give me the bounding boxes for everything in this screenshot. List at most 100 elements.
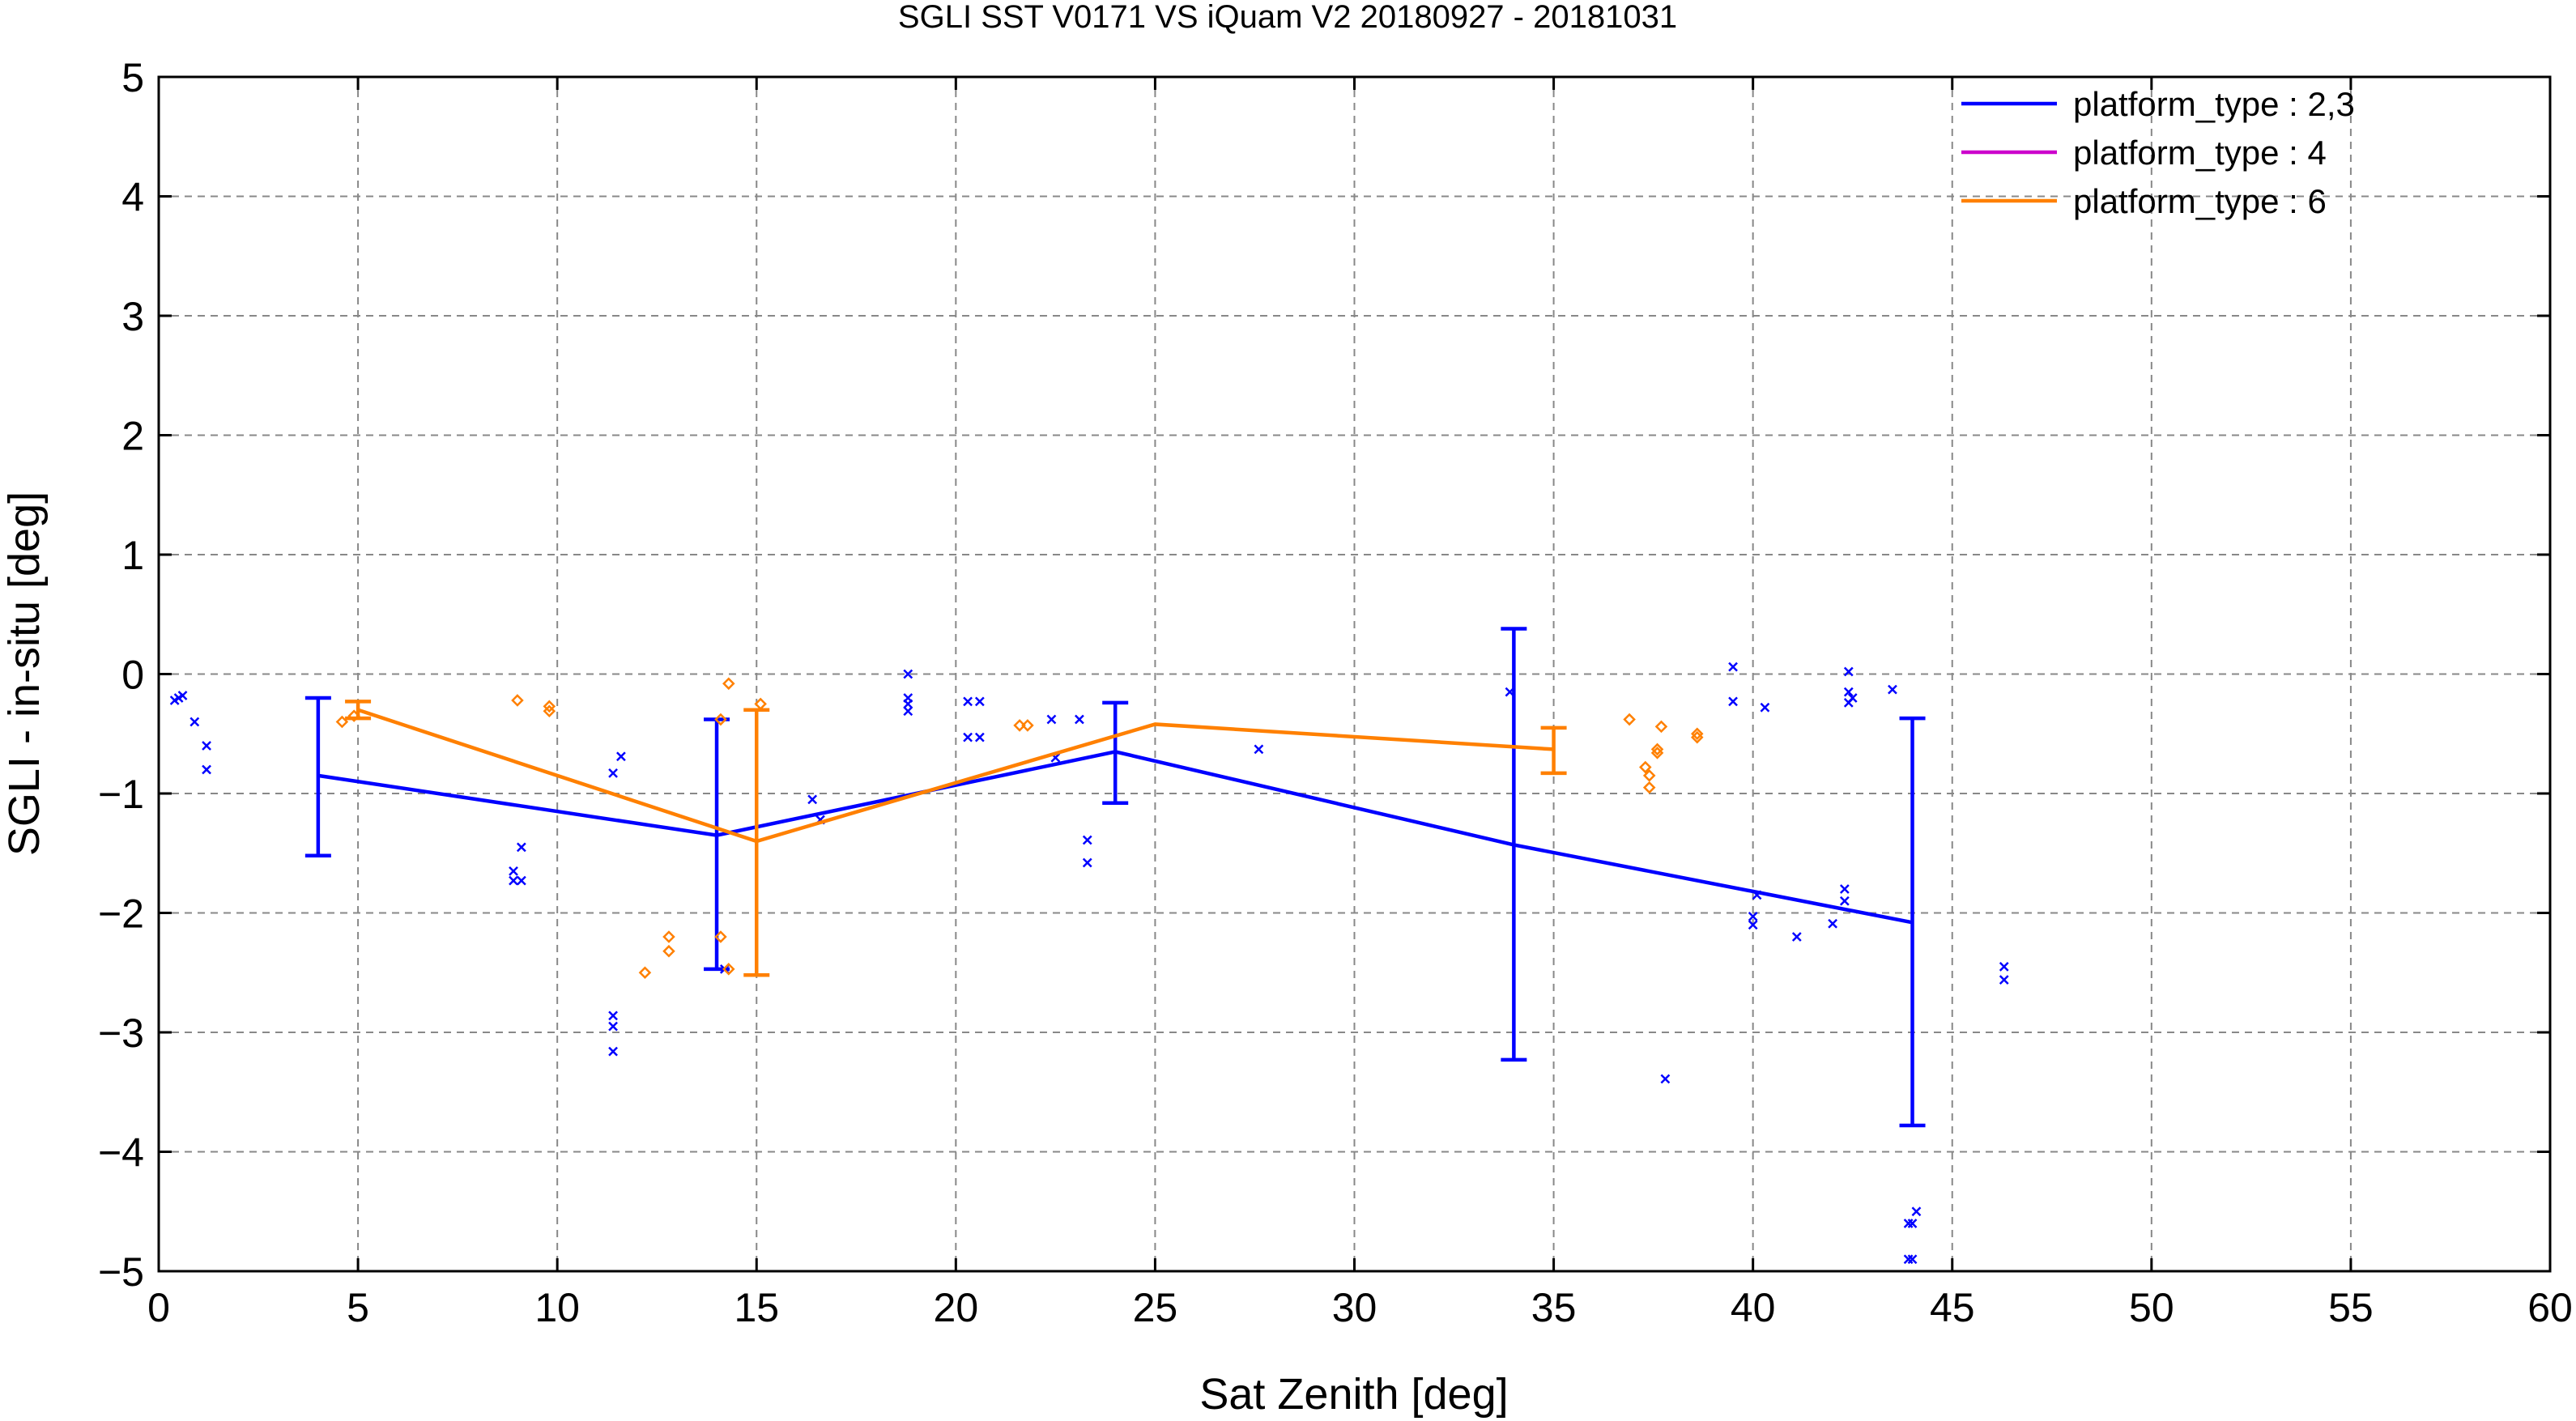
error-bar (304, 696, 331, 857)
data-point (1650, 747, 1664, 759)
error-bar (1102, 700, 1129, 806)
y-tick-label: −1 (98, 772, 144, 817)
error-bar (1540, 725, 1567, 776)
data-point (1690, 727, 1704, 741)
data-point (1791, 932, 1802, 942)
data-point (608, 768, 618, 778)
legend: platform_type : 2,3 platform_type : 4 plat… (1961, 85, 2355, 220)
data-point (963, 696, 973, 707)
data-point (1907, 1219, 1918, 1228)
data-point (202, 764, 211, 775)
grid (159, 77, 2550, 1271)
y-tick-label: −5 (98, 1249, 144, 1295)
y-tick-label: 3 (121, 294, 144, 339)
data-point (807, 794, 818, 805)
data-point (1847, 693, 1858, 703)
data-point (1843, 666, 1854, 677)
data-point (1654, 720, 1668, 734)
x-tick-label: 25 (1133, 1285, 1178, 1330)
x-tick-label: 60 (2527, 1285, 2573, 1330)
data-point (722, 677, 735, 691)
data-point (714, 930, 727, 943)
y-tick-label: −4 (98, 1130, 144, 1176)
x-tick-label: 10 (534, 1285, 580, 1330)
data-point (1911, 1206, 1922, 1217)
legend-label: platform_type : 4 (2073, 134, 2327, 172)
data-point (509, 875, 518, 886)
data-point (903, 699, 913, 709)
y-tick-label: 2 (121, 414, 144, 459)
error-bar (345, 700, 372, 721)
error-bar (743, 708, 770, 977)
data-point (974, 696, 985, 707)
data-point (1760, 702, 1770, 713)
data-point (516, 842, 526, 853)
y-tick-label: −2 (98, 891, 144, 937)
data-point (974, 732, 985, 742)
data-point (189, 717, 200, 727)
data-point (1642, 781, 1656, 794)
data-point (1728, 662, 1738, 672)
data-point (903, 706, 913, 717)
legend-label: platform_type : 2,3 (2073, 85, 2355, 123)
data-point (1013, 719, 1026, 732)
data-point (1999, 975, 2009, 985)
x-tick-label: 5 (347, 1285, 369, 1330)
data-point (202, 741, 211, 751)
plot-area (169, 627, 2009, 1265)
data-point (662, 930, 675, 943)
data-point (1748, 912, 1758, 921)
data-point (1660, 1074, 1671, 1084)
data-point (903, 669, 913, 679)
x-axis-title: Sat Zenith [deg] (1199, 1370, 1508, 1419)
series-1 (169, 627, 2009, 1265)
data-point (1728, 696, 1738, 707)
y-axis-title: SGLI - in-situ [deg] (0, 491, 49, 856)
x-tick-label: 20 (934, 1285, 979, 1330)
data-point (722, 963, 735, 976)
data-point (1888, 684, 1897, 695)
x-tick-label: 40 (1731, 1285, 1776, 1330)
data-point (662, 944, 675, 958)
x-tick-label: 30 (1332, 1285, 1377, 1330)
data-point (616, 751, 626, 762)
data-point (1082, 857, 1092, 868)
data-point (543, 700, 556, 713)
mean-line (357, 708, 1554, 844)
data-point (963, 732, 973, 742)
data-point (1907, 1254, 1918, 1265)
data-point (1046, 714, 1057, 725)
data-point (608, 1010, 618, 1021)
error-bar (704, 717, 730, 972)
error-bar (1899, 716, 1926, 1128)
y-tick-label: 0 (121, 653, 144, 698)
data-point (1839, 896, 1850, 906)
chart-title: SGLI SST V0171 VS iQuam V2 20180927 - 20… (898, 0, 1677, 35)
data-point (1690, 730, 1704, 744)
y-tick-label: 4 (121, 175, 144, 220)
data-point (1748, 920, 1758, 930)
x-tick-label: 50 (2129, 1285, 2174, 1330)
legend-label: platform_type : 6 (2073, 182, 2327, 220)
data-point (1639, 760, 1652, 774)
data-point (608, 1021, 618, 1032)
error-bar (1501, 627, 1527, 1062)
data-point (335, 715, 349, 729)
y-tick-label: 1 (121, 533, 144, 578)
data-point (1021, 719, 1034, 732)
x-tick-label: 15 (734, 1285, 779, 1330)
data-point (1650, 742, 1664, 756)
data-point (1642, 769, 1656, 782)
data-point (608, 1046, 618, 1057)
data-point (638, 966, 652, 980)
y-tick-label: −3 (98, 1010, 144, 1056)
data-point (509, 866, 518, 876)
data-point (1623, 713, 1636, 726)
data-point (1843, 687, 1854, 697)
x-tick-label: 55 (2328, 1285, 2374, 1330)
series-3 (335, 677, 1704, 980)
data-point (1254, 744, 1264, 755)
data-point (714, 713, 727, 726)
data-point (543, 704, 556, 717)
